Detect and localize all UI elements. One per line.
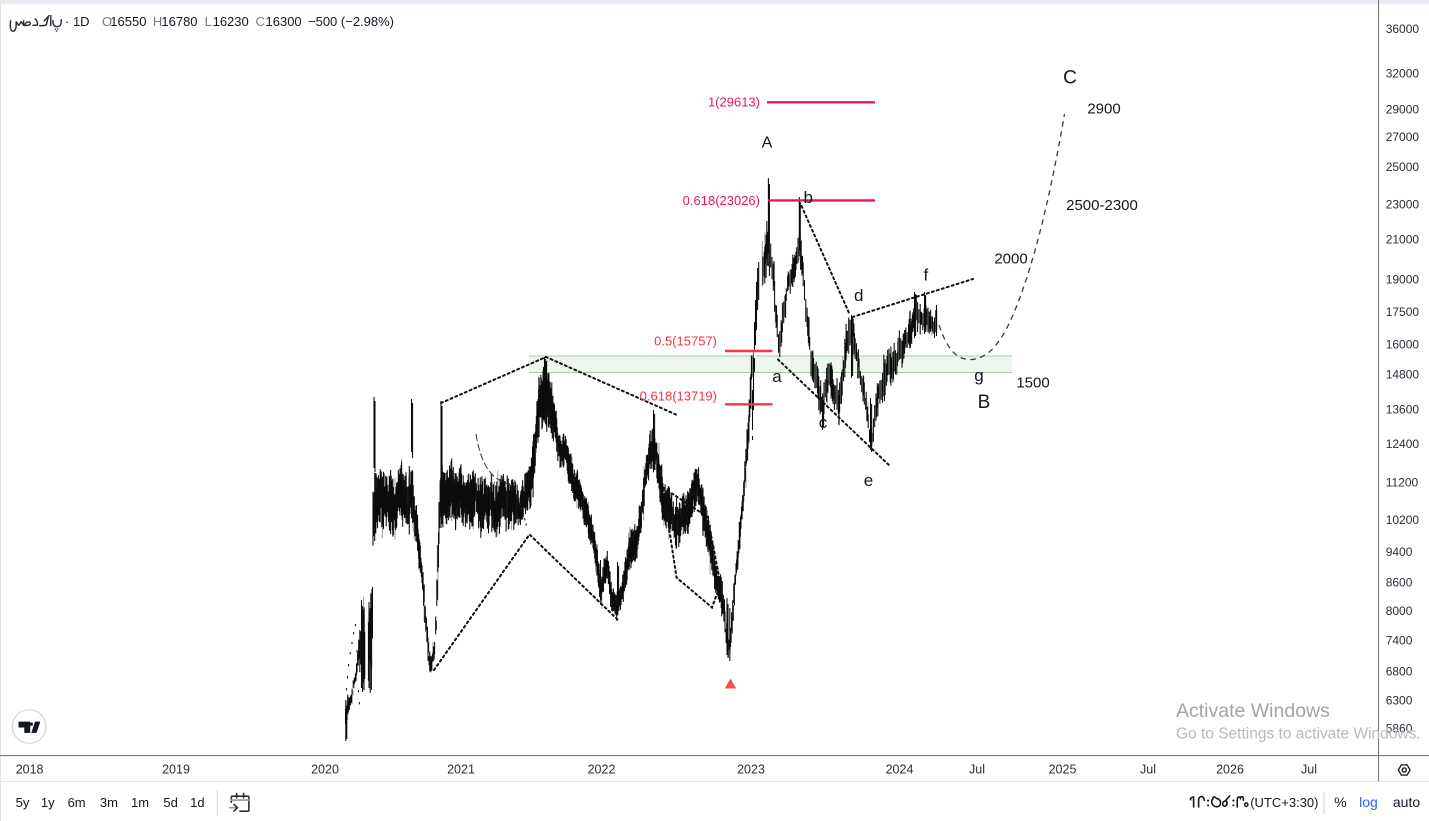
svg-text:6300: 6300 (1386, 693, 1413, 707)
svg-text:13600: 13600 (1386, 402, 1420, 416)
svg-text:2020: 2020 (311, 762, 339, 776)
svg-text:2024: 2024 (886, 762, 914, 776)
svg-text:5d: 5d (163, 795, 177, 810)
svg-text:1m: 1m (131, 795, 149, 810)
svg-text:Jul: Jul (1301, 762, 1317, 776)
svg-text:B: B (978, 392, 991, 413)
svg-text:d: d (854, 286, 863, 305)
svg-text:2000: 2000 (994, 251, 1027, 268)
svg-text:L: L (205, 14, 212, 29)
svg-text:0.618(13719): 0.618(13719) (640, 388, 717, 403)
svg-text:11200: 11200 (1386, 475, 1419, 489)
svg-text:2018: 2018 (16, 762, 44, 776)
svg-text:f: f (924, 266, 929, 285)
svg-text:1y: 1y (41, 795, 55, 810)
svg-text:A: A (762, 135, 773, 152)
svg-text:5860: 5860 (1386, 721, 1413, 735)
svg-text:16000: 16000 (1386, 337, 1420, 351)
svg-text:Jul: Jul (1140, 762, 1156, 776)
svg-text:25000: 25000 (1386, 160, 1420, 174)
svg-text:Jul: Jul (969, 762, 985, 776)
svg-text:e: e (864, 471, 873, 490)
svg-text:9400: 9400 (1386, 545, 1413, 559)
svg-text:10200: 10200 (1386, 513, 1420, 527)
svg-text:5y: 5y (16, 795, 30, 810)
svg-text:2025: 2025 (1049, 762, 1077, 776)
svg-text:23000: 23000 (1386, 197, 1420, 211)
svg-text:g: g (974, 366, 983, 385)
svg-text:8000: 8000 (1386, 604, 1413, 618)
svg-text:2026: 2026 (1216, 762, 1244, 776)
svg-text:−500 (−2.98%): −500 (−2.98%) (308, 14, 394, 29)
svg-text:2900: 2900 (1087, 101, 1120, 118)
svg-text:C: C (256, 14, 265, 29)
svg-text:2019: 2019 (162, 762, 190, 776)
svg-text:32000: 32000 (1386, 66, 1420, 80)
svg-text:(UTC+3:30): (UTC+3:30) (1250, 795, 1318, 810)
svg-text:6m: 6m (68, 795, 86, 810)
svg-text:21000: 21000 (1386, 232, 1420, 246)
svg-text:c: c (819, 413, 828, 432)
svg-text:19000: 19000 (1386, 272, 1420, 286)
svg-text:14800: 14800 (1386, 367, 1420, 381)
svg-text:17500: 17500 (1386, 305, 1420, 319)
svg-text:2021: 2021 (447, 762, 475, 776)
svg-text:16780: 16780 (161, 14, 197, 29)
svg-text:1500: 1500 (1016, 375, 1049, 392)
svg-text:12400: 12400 (1386, 437, 1420, 451)
svg-text:3m: 3m (100, 795, 118, 810)
svg-text:16550: 16550 (110, 14, 146, 29)
svg-text:O: O (102, 14, 112, 29)
svg-text:6800: 6800 (1386, 664, 1413, 678)
svg-text:2023: 2023 (737, 762, 765, 776)
svg-text:2022: 2022 (588, 762, 616, 776)
svg-text:0.618(23026): 0.618(23026) (683, 193, 760, 208)
svg-text:1(29613): 1(29613) (708, 95, 760, 110)
svg-text:Activate Windows: Activate Windows (1176, 700, 1330, 722)
svg-text:16230: 16230 (213, 14, 249, 29)
svg-text:2500-2300: 2500-2300 (1066, 197, 1138, 214)
svg-text:36000: 36000 (1386, 22, 1420, 36)
svg-text:b: b (804, 188, 813, 207)
svg-text:27000: 27000 (1386, 130, 1420, 144)
svg-text:%: % (1334, 794, 1346, 810)
svg-text:8600: 8600 (1386, 575, 1413, 589)
svg-text:C: C (1063, 68, 1077, 89)
svg-text:7400: 7400 (1386, 633, 1413, 647)
svg-text:· 1D: · 1D (65, 14, 90, 29)
svg-text:1d: 1d (190, 795, 204, 810)
svg-text:16300: 16300 (266, 14, 302, 29)
svg-text:a: a (772, 367, 782, 386)
svg-text:Go to Settings to activate Win: Go to Settings to activate Windows. (1176, 726, 1421, 743)
svg-text:H: H (153, 14, 162, 29)
svg-text:auto: auto (1393, 794, 1420, 810)
svg-text:29000: 29000 (1386, 102, 1420, 116)
svg-text:log: log (1359, 794, 1378, 810)
svg-text:0.5(15757): 0.5(15757) (654, 334, 717, 349)
